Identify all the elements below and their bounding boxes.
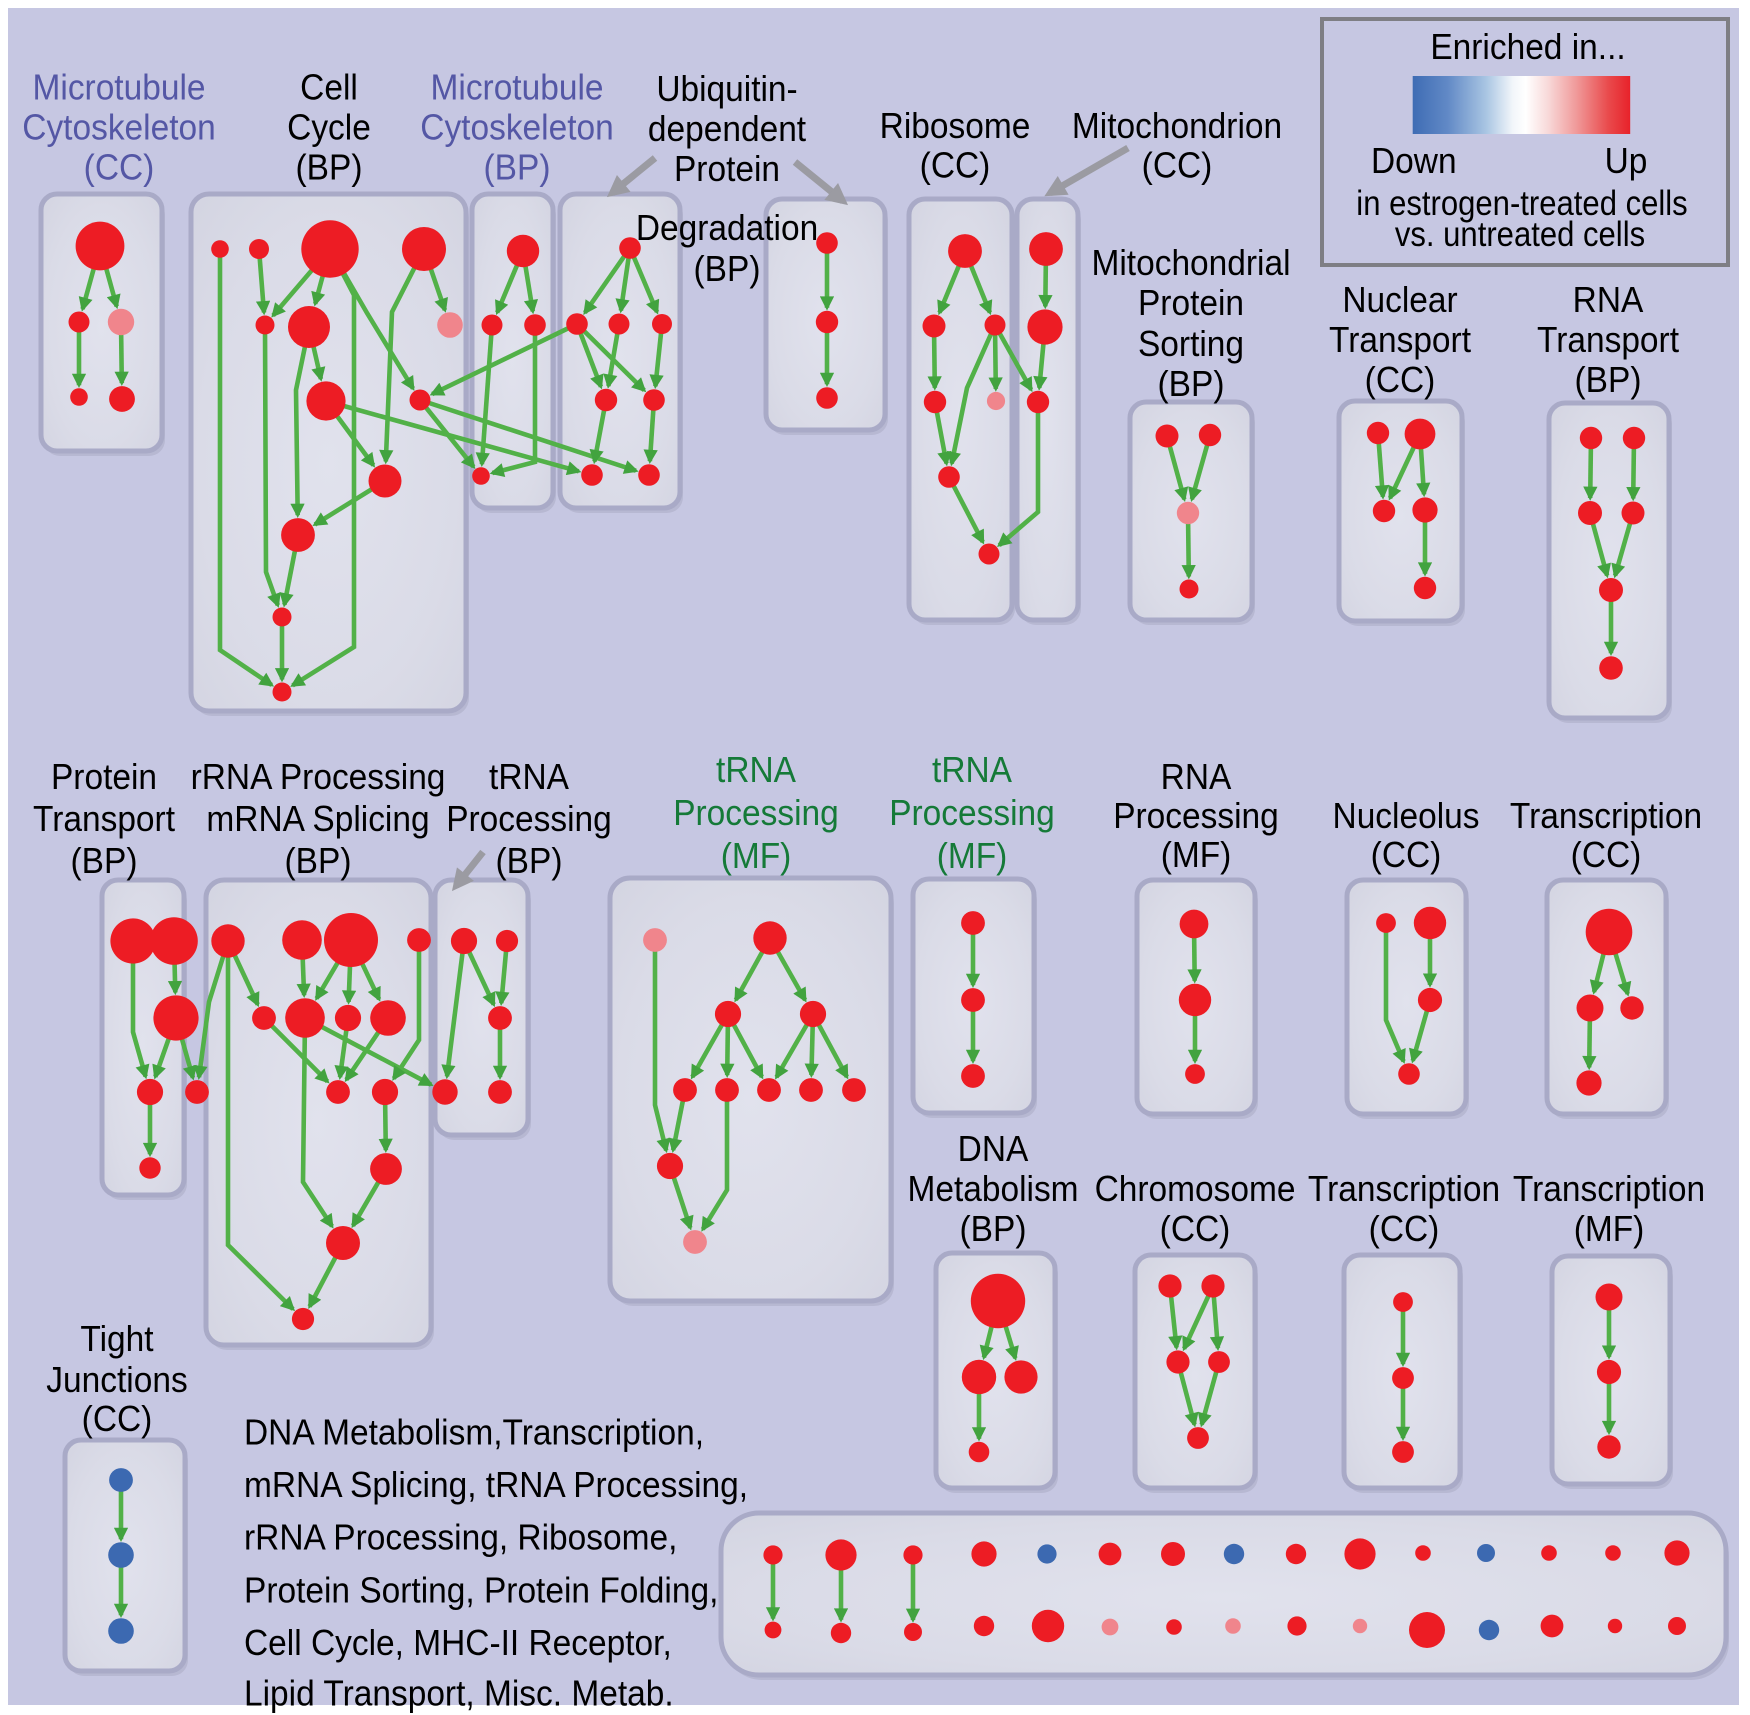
svg-text:DNA: DNA	[958, 1130, 1029, 1169]
svg-text:Sorting: Sorting	[1138, 325, 1244, 364]
svg-text:Microtubule: Microtubule	[33, 68, 206, 107]
svg-text:Enriched in...: Enriched in...	[1430, 28, 1625, 67]
svg-text:Metabolism: Metabolism	[907, 1170, 1078, 1209]
svg-text:RNA: RNA	[1573, 281, 1644, 320]
svg-text:Down: Down	[1371, 142, 1457, 181]
svg-text:Mitochondrion: Mitochondrion	[1072, 107, 1282, 146]
svg-text:(MF): (MF)	[721, 837, 792, 876]
svg-text:(MF): (MF)	[937, 837, 1008, 876]
svg-text:Cytoskeleton: Cytoskeleton	[22, 108, 215, 147]
svg-text:Processing: Processing	[889, 794, 1055, 833]
svg-text:Nuclear: Nuclear	[1342, 281, 1457, 320]
svg-text:rRNA Processing, Ribosome,: rRNA Processing, Ribosome,	[244, 1519, 677, 1558]
svg-text:Nucleolus: Nucleolus	[1333, 797, 1480, 836]
svg-text:Microtubule: Microtubule	[431, 68, 604, 107]
svg-text:tRNA: tRNA	[716, 751, 797, 790]
svg-text:Protein: Protein	[1138, 284, 1244, 323]
svg-text:Lipid Transport, Misc. Metab.: Lipid Transport, Misc. Metab.	[244, 1674, 674, 1713]
svg-text:Protein: Protein	[51, 758, 157, 797]
svg-text:Up: Up	[1605, 142, 1648, 181]
svg-text:(BP): (BP)	[1575, 361, 1642, 400]
svg-text:(BP): (BP)	[484, 148, 551, 187]
svg-text:Transport: Transport	[1537, 321, 1679, 360]
svg-text:rRNA Processing: rRNA Processing	[191, 758, 446, 797]
svg-text:Transport: Transport	[33, 800, 175, 839]
svg-text:DNA Metabolism,Transcription,: DNA Metabolism,Transcription,	[244, 1414, 704, 1453]
svg-text:mRNA Splicing, tRNA Processing: mRNA Splicing, tRNA Processing,	[244, 1466, 748, 1505]
svg-text:Cytoskeleton: Cytoskeleton	[420, 108, 613, 147]
svg-text:Cycle: Cycle	[287, 108, 371, 147]
svg-text:(BP): (BP)	[496, 842, 563, 881]
svg-text:Degradation: Degradation	[636, 209, 818, 248]
svg-text:in estrogen-treated cells: in estrogen-treated cells	[1356, 184, 1687, 223]
svg-text:RNA: RNA	[1161, 758, 1232, 797]
svg-text:mRNA Splicing: mRNA Splicing	[206, 800, 429, 839]
svg-text:Junctions: Junctions	[46, 1361, 187, 1400]
svg-text:(CC): (CC)	[1369, 1210, 1440, 1249]
svg-text:Transcription: Transcription	[1513, 1170, 1705, 1209]
svg-text:(CC): (CC)	[1371, 836, 1442, 875]
svg-text:Ubiquitin-: Ubiquitin-	[656, 70, 797, 109]
svg-text:(CC): (CC)	[1160, 1210, 1231, 1249]
svg-text:(CC): (CC)	[1571, 836, 1642, 875]
svg-text:(CC): (CC)	[1142, 146, 1213, 185]
svg-text:(CC): (CC)	[84, 148, 155, 187]
svg-text:Chromosome: Chromosome	[1095, 1170, 1296, 1209]
svg-text:Ribosome: Ribosome	[880, 107, 1031, 146]
svg-text:Transcription: Transcription	[1308, 1170, 1500, 1209]
svg-text:(CC): (CC)	[1365, 361, 1436, 400]
svg-text:Transport: Transport	[1329, 321, 1471, 360]
svg-text:Cell Cycle, MHC-II Receptor,: Cell Cycle, MHC-II Receptor,	[244, 1624, 672, 1663]
svg-text:Protein Sorting, Protein Foldi: Protein Sorting, Protein Folding,	[244, 1571, 718, 1610]
svg-text:(BP): (BP)	[960, 1210, 1027, 1249]
svg-text:(MF): (MF)	[1161, 836, 1232, 875]
svg-text:(BP): (BP)	[71, 842, 138, 881]
svg-text:(BP): (BP)	[285, 842, 352, 881]
svg-text:Processing: Processing	[1113, 797, 1279, 836]
svg-text:tRNA: tRNA	[489, 758, 570, 797]
svg-text:Processing: Processing	[673, 794, 839, 833]
svg-text:Protein: Protein	[674, 150, 780, 189]
svg-text:vs. untreated cells: vs. untreated cells	[1395, 215, 1645, 254]
svg-text:Cell: Cell	[300, 68, 358, 107]
svg-text:Mitochondrial: Mitochondrial	[1091, 244, 1290, 283]
svg-text:(CC): (CC)	[920, 146, 991, 185]
svg-text:(MF): (MF)	[1574, 1210, 1645, 1249]
svg-text:dependent: dependent	[648, 110, 807, 149]
svg-text:tRNA: tRNA	[932, 751, 1013, 790]
svg-text:(BP): (BP)	[1158, 365, 1225, 404]
svg-text:Tight: Tight	[80, 1320, 153, 1359]
svg-text:Processing: Processing	[446, 800, 612, 839]
svg-text:(CC): (CC)	[82, 1400, 153, 1439]
svg-text:(BP): (BP)	[296, 148, 363, 187]
svg-text:Transcription: Transcription	[1510, 797, 1702, 836]
svg-text:(BP): (BP)	[694, 250, 761, 289]
